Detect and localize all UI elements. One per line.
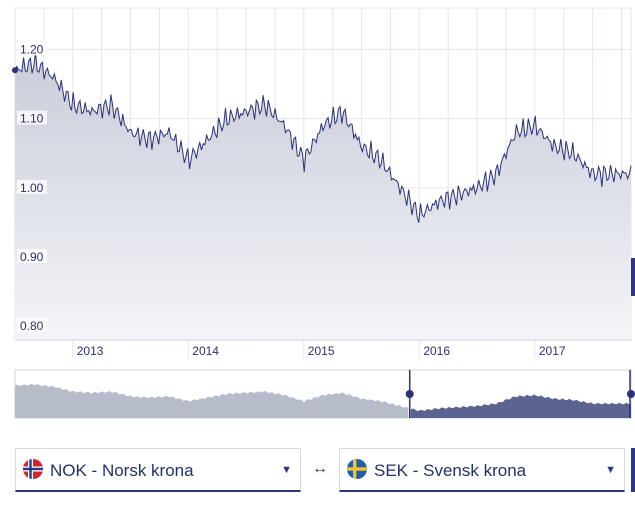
xtick-label: 2016: [423, 344, 450, 358]
ytick-label: 1.10: [20, 112, 44, 126]
to-currency-label: SEK - Svensk krona: [374, 461, 527, 480]
navigator-grip-right: [627, 390, 635, 398]
ytick-label-bg: [17, 179, 47, 194]
swap-currencies-button[interactable]: ↔: [312, 460, 328, 477]
series-area: [15, 52, 631, 340]
ytick-label-bg: [17, 41, 47, 56]
navigator-grip-left: [405, 390, 414, 398]
xtick-label: 2013: [77, 344, 104, 358]
chevron-down-icon: ▼: [281, 464, 292, 476]
chevron-down-icon: ▼: [605, 464, 616, 476]
exchange-rate-chart[interactable]: 1.20 1.10 1.00 0.90 0.80 2013 2014 2015 2016 201…: [0, 0, 635, 430]
ytick-label-bg: [17, 110, 47, 125]
ytick-label-bg: [17, 249, 47, 263]
range-navigator[interactable]: [14, 369, 635, 419]
to-currency-select[interactable]: SEK - Svensk krona ▼: [339, 448, 625, 492]
from-currency-label: NOK - Norsk krona: [50, 461, 194, 480]
ytick-label: 0.80: [20, 319, 44, 333]
series-line: [14, 52, 632, 223]
chart-right-scroll-marker[interactable]: [631, 258, 635, 296]
ytick-label: 1.00: [20, 181, 44, 195]
selector-edge-marker: [631, 448, 635, 492]
navigator-area-selected: [410, 394, 631, 418]
xtick-label: 2014: [192, 344, 219, 358]
from-currency-select[interactable]: NOK - Norsk krona ▼: [15, 448, 301, 492]
norway-flag-icon: [23, 459, 43, 479]
navigator-area-unselected: [15, 383, 409, 418]
series-start-point: [12, 67, 18, 74]
xtick-label: 2017: [539, 344, 566, 358]
ytick-label-bg: [17, 318, 47, 333]
ytick-label: 0.90: [20, 250, 44, 264]
sweden-flag-icon: [347, 459, 367, 479]
xtick-label: 2015: [308, 344, 335, 358]
ytick-label: 1.20: [20, 43, 44, 57]
